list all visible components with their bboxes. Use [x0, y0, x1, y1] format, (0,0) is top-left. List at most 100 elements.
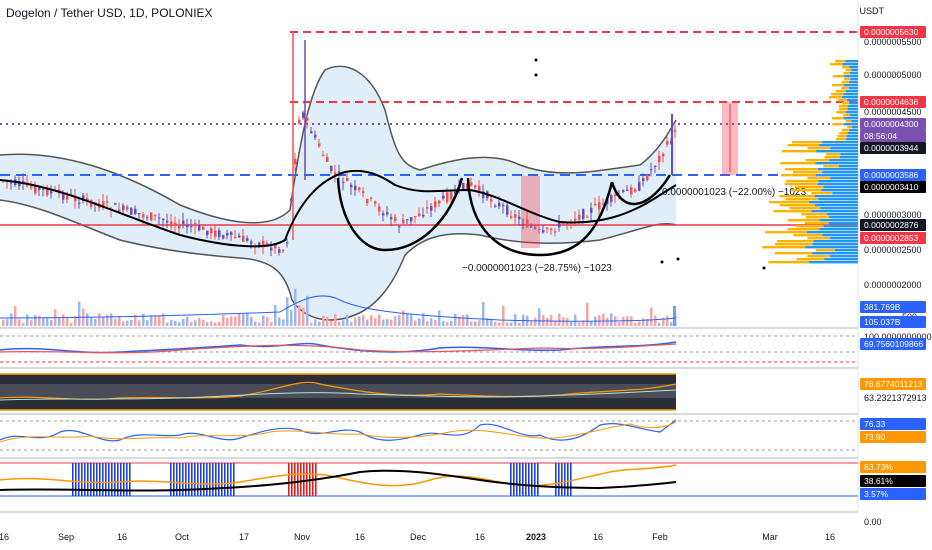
vp-bar-down [819, 219, 858, 222]
price-badge-text: 0.0000004636 [864, 97, 919, 107]
ind1-top-label: 100.0000000000 [864, 332, 932, 342]
measure-label-lower: −0.0000001023 (−28.75%) −1023 [462, 263, 612, 274]
candle-body [214, 230, 217, 237]
vp-bar-down [812, 243, 858, 246]
volume-bar [158, 316, 161, 326]
vp-bar-down [806, 231, 858, 234]
vp-bar-up [844, 78, 851, 81]
vp-bar-up [781, 174, 816, 177]
vp-bar-up [835, 60, 846, 63]
volume-bar [338, 321, 341, 326]
volume-bar [242, 313, 245, 326]
volume-bar [10, 313, 13, 326]
candle-body [34, 185, 37, 194]
volume-bar [286, 297, 289, 326]
ind4-hist-bar [191, 463, 193, 496]
volume-bar [298, 305, 301, 326]
cup-drawing-3[interactable] [610, 174, 672, 206]
volume-bar [50, 319, 53, 326]
vp-bar-down [814, 195, 858, 198]
ind4-hist-bar [212, 463, 214, 496]
candle-body [494, 205, 497, 207]
candle-body [622, 190, 625, 192]
candle-body [446, 192, 449, 203]
ind4-hist-bar [510, 463, 512, 496]
price-tick-label: 0.0000004500 [864, 107, 922, 117]
volume-bar [414, 320, 417, 326]
vp-bar-up [768, 261, 809, 264]
vp-bar-up [839, 108, 848, 111]
vp-bar-up [815, 249, 835, 252]
volume-bar [474, 321, 477, 326]
marker-dot [676, 257, 680, 261]
cup-drawing-1[interactable] [336, 177, 464, 252]
price-badge-text: 0.0000003944 [864, 143, 919, 153]
volume-bar [42, 317, 45, 326]
vp-bar-up [795, 225, 824, 228]
candle-body [482, 191, 485, 198]
vp-bar-down [834, 249, 858, 252]
candle-body [470, 182, 473, 186]
ind4-hist-bar [221, 463, 223, 496]
vp-bar-up [804, 222, 829, 225]
vp-bar-up [839, 132, 848, 135]
volume-bar [390, 319, 393, 326]
candle-body [42, 188, 45, 190]
candle-body [550, 228, 553, 231]
marker-dot [660, 260, 664, 264]
volume-bar [154, 315, 157, 326]
vp-bar-down [849, 114, 858, 117]
candle-body [346, 177, 349, 181]
volume-bar [378, 314, 381, 326]
volume-bar [142, 313, 145, 326]
candle-body [274, 245, 277, 249]
volume-bar [402, 310, 405, 326]
volume-bar [182, 318, 185, 326]
candle-body [538, 229, 541, 231]
time-axis[interactable]: 16 Sep 16 Oct 17 Nov 16 Dec 16 2023 16 Feb Mar 16 [0, 532, 835, 542]
candle-body [330, 165, 333, 172]
vp-bar-down [847, 132, 858, 135]
time-tick-label: Mar [762, 532, 778, 542]
time-tick-label: Dec [410, 532, 427, 542]
ind4-line [0, 464, 677, 487]
vp-bar-up [789, 207, 821, 210]
volume-bar [86, 313, 89, 326]
price-axis[interactable]: 0.00000055000.00000050000.00000045000.00… [864, 37, 932, 527]
vp-bar-up [828, 96, 843, 99]
ind4-hist-bar [93, 463, 95, 496]
candle-body [174, 222, 177, 225]
candle-body [302, 112, 305, 118]
vp-bar-down [852, 126, 858, 129]
candle-body [182, 220, 185, 225]
candle-body [18, 181, 21, 187]
volume-bar-last [673, 306, 676, 326]
price-badge [860, 219, 926, 231]
candle-body [654, 165, 657, 167]
ind4-hist-bar [182, 463, 184, 496]
ind4-hist-bar [102, 463, 104, 496]
volume-bar [162, 313, 165, 326]
vp-bar-down [812, 252, 858, 255]
time-tick-label: Nov [294, 532, 311, 542]
vp-bar-up [843, 72, 850, 75]
candle-body [490, 199, 493, 202]
candle-body [590, 207, 593, 213]
ind3-badge-text: 73.90 [864, 432, 886, 442]
ind4-hist-bar [75, 463, 77, 496]
volume-bar [422, 313, 425, 326]
vp-bar-up [831, 93, 844, 96]
candle-body [418, 213, 421, 217]
vp-bar-up [836, 138, 846, 141]
candle-body [102, 201, 105, 208]
vp-bar-up [796, 258, 825, 261]
vp-bar-down [846, 135, 858, 138]
vp-bar-down [849, 102, 858, 105]
cup-drawing-2[interactable] [466, 177, 614, 257]
vp-bar-down [847, 108, 858, 111]
volume-bar [126, 320, 129, 326]
ind4-hist-bar [537, 463, 539, 496]
time-tick-label: 16 [355, 532, 365, 542]
ind4-hist-bar [215, 463, 217, 496]
